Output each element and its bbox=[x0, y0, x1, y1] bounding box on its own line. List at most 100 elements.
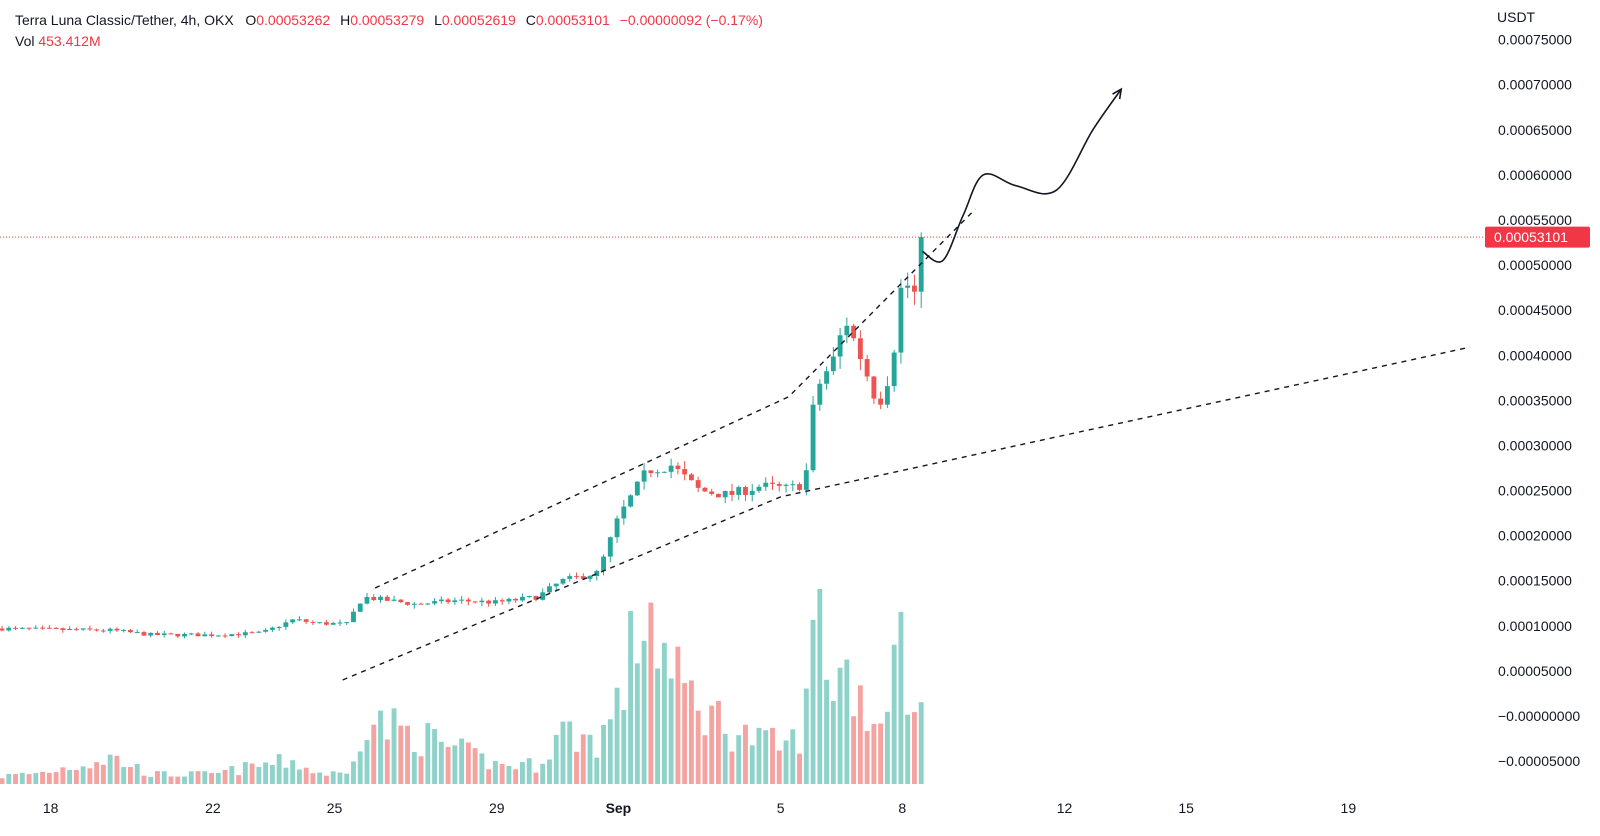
candle-body bbox=[40, 627, 46, 629]
volume-bar bbox=[716, 701, 721, 784]
candle-body bbox=[688, 474, 694, 481]
candle-body bbox=[242, 632, 248, 636]
volume-bar bbox=[46, 772, 52, 784]
volume-bar bbox=[283, 767, 289, 784]
volume-bar bbox=[236, 775, 242, 784]
candle-body bbox=[276, 626, 282, 628]
candle-body bbox=[411, 603, 417, 605]
projection-curve bbox=[922, 88, 1122, 263]
volume-bar bbox=[378, 710, 383, 784]
volume-bar bbox=[215, 772, 221, 784]
price-axis[interactable]: USDT 0.00075000 0.00070000 0.00065000 0.000… bbox=[1497, 9, 1580, 769]
candle-body bbox=[749, 490, 755, 495]
candle-body bbox=[310, 621, 316, 623]
volume-bar bbox=[134, 763, 140, 784]
candle-body bbox=[891, 352, 897, 387]
candle-body bbox=[283, 622, 289, 627]
candle-body bbox=[438, 599, 444, 602]
drawing-tools[interactable] bbox=[342, 87, 1471, 681]
candle-body bbox=[797, 484, 802, 490]
volume-bar bbox=[580, 734, 586, 784]
candle-body bbox=[621, 506, 627, 519]
volume-bar bbox=[40, 771, 46, 784]
volume-bar bbox=[878, 723, 884, 784]
projection-arrowhead bbox=[1112, 87, 1123, 100]
time-axis[interactable]: 18 22 25 29 Sep 5 8 12 15 19 bbox=[43, 800, 1356, 816]
volume-bar bbox=[810, 619, 816, 784]
volume-bar bbox=[486, 769, 492, 784]
ohlc-row: Terra Luna Classic/Tether, 4h, OKX O0.00… bbox=[15, 10, 769, 31]
chart-legend: Terra Luna Classic/Tether, 4h, OKX O0.00… bbox=[15, 10, 769, 52]
candle-body bbox=[803, 470, 809, 490]
candle-body bbox=[905, 285, 911, 288]
volume-bar bbox=[587, 734, 593, 784]
candle-body bbox=[857, 338, 863, 360]
volume-bar bbox=[60, 767, 66, 784]
volume-bar bbox=[513, 769, 519, 784]
high-value: 0.00053279 bbox=[350, 12, 425, 28]
volume-bar bbox=[817, 589, 823, 784]
symbol-title[interactable]: Terra Luna Classic/Tether, 4h, OKX bbox=[15, 12, 234, 28]
volume-bar bbox=[384, 739, 390, 784]
volume-bar bbox=[175, 776, 181, 784]
candle-body bbox=[236, 634, 242, 636]
volume-bar bbox=[729, 751, 735, 784]
candle-body bbox=[682, 469, 688, 475]
candle-body bbox=[526, 596, 532, 598]
candle-body bbox=[100, 630, 106, 632]
volume-bar bbox=[668, 678, 674, 784]
candlestick-series bbox=[0, 232, 924, 639]
close-value: 0.00053101 bbox=[535, 12, 610, 28]
volume-bar bbox=[330, 771, 336, 784]
volume-bar bbox=[824, 679, 830, 784]
candle-body bbox=[492, 600, 498, 604]
price-axis-unit: USDT bbox=[1497, 9, 1536, 25]
volume-bar bbox=[128, 767, 133, 784]
volume-bar bbox=[560, 721, 566, 784]
time-tick-label: Sep bbox=[606, 800, 632, 816]
volume-bar bbox=[641, 640, 647, 784]
candle-body bbox=[330, 623, 336, 625]
candle-body bbox=[209, 634, 214, 637]
volume-bar bbox=[614, 687, 620, 784]
candle-body bbox=[594, 570, 600, 577]
candle-body bbox=[830, 356, 836, 372]
volume-bar bbox=[574, 751, 579, 784]
candle-body bbox=[560, 578, 566, 584]
candle-body bbox=[303, 619, 309, 622]
candle-body bbox=[533, 596, 539, 600]
volume-bar bbox=[756, 727, 762, 784]
time-tick-label: 29 bbox=[489, 800, 505, 816]
volume-bar bbox=[851, 716, 857, 784]
candle-body bbox=[296, 619, 302, 621]
candle-body bbox=[195, 633, 201, 637]
volume-bar bbox=[53, 772, 59, 784]
price-tick-label: 0.00055000 bbox=[1498, 212, 1572, 228]
volume-bar bbox=[364, 740, 370, 784]
volume-bar bbox=[33, 773, 39, 784]
time-tick-label: 25 bbox=[327, 800, 343, 816]
candle-body bbox=[13, 627, 18, 629]
candle-body bbox=[94, 629, 100, 631]
candle-body bbox=[317, 622, 323, 624]
candle-body bbox=[344, 622, 350, 624]
volume-bar bbox=[661, 642, 667, 784]
price-tick-label: 0.00005000 bbox=[1498, 663, 1572, 679]
candle-body bbox=[655, 472, 661, 474]
volume-bar bbox=[898, 611, 904, 784]
volume-bar bbox=[188, 771, 194, 784]
trendline-lower bbox=[342, 346, 1471, 681]
candle-body bbox=[215, 635, 221, 637]
price-tick-label: 0.00030000 bbox=[1498, 437, 1572, 453]
candle-body bbox=[709, 491, 715, 494]
candle-body bbox=[479, 600, 485, 603]
volume-bar bbox=[506, 766, 512, 784]
candle-body bbox=[580, 576, 586, 579]
volume-bar bbox=[891, 644, 897, 784]
candle-body bbox=[222, 635, 228, 637]
candle-body bbox=[898, 287, 904, 353]
volume-bar bbox=[269, 765, 275, 784]
volume-bar bbox=[405, 725, 410, 784]
candle-body bbox=[574, 576, 579, 578]
